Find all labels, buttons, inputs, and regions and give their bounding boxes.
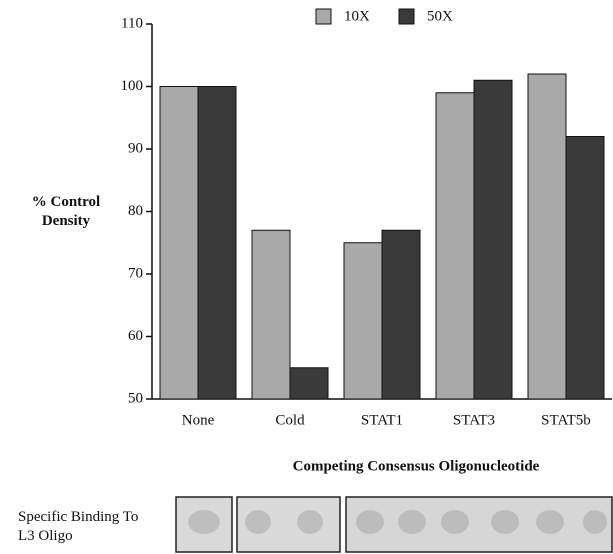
legend-swatch — [316, 9, 331, 24]
bar — [198, 87, 236, 400]
gel-label: Specific Binding To L3 Oligo — [18, 508, 158, 546]
bar — [252, 230, 290, 399]
bar — [528, 74, 566, 399]
y-tick-label: 50 — [128, 390, 143, 406]
x-tick-label: STAT5b — [541, 412, 591, 428]
y-tick-label: 80 — [128, 203, 143, 219]
y-axis-title: % Control Density — [6, 193, 126, 231]
x-tick-label: None — [182, 412, 215, 428]
gel-panel — [346, 497, 612, 552]
legend-swatch — [399, 9, 414, 24]
bar — [382, 230, 420, 399]
gel-image — [176, 497, 612, 552]
x-axis-title: Competing Consensus Oligonucleotide — [293, 458, 540, 474]
bar — [290, 368, 328, 399]
legend-label: 10X — [344, 8, 370, 24]
bar — [474, 80, 512, 399]
bar — [160, 87, 198, 400]
y-tick-label: 70 — [128, 265, 143, 281]
x-tick-label: STAT3 — [453, 412, 495, 428]
legend-label: 50X — [427, 8, 453, 24]
y-tick-label: 110 — [121, 15, 143, 31]
page: Competing Consensus Oligonucleotide 50 60… — [0, 0, 613, 554]
chart: Competing Consensus Oligonucleotide 50 60… — [0, 0, 613, 554]
bar — [436, 93, 474, 399]
y-tick-label: 60 — [128, 328, 143, 344]
x-tick-label: Cold — [275, 412, 305, 428]
y-tick-label: 90 — [128, 140, 143, 156]
y-tick-label: 100 — [121, 78, 144, 94]
bar — [566, 137, 604, 400]
x-tick-label: STAT1 — [361, 412, 403, 428]
bar — [344, 243, 382, 399]
